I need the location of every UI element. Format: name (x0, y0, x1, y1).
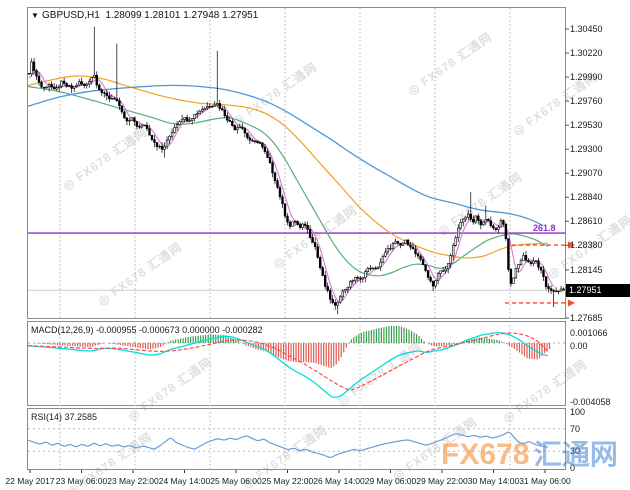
time-axis-label: 23 May 06:00 (55, 476, 108, 486)
rsi-axis-label: 0 (570, 463, 576, 473)
logo-huitongwang: 汇通网 (533, 439, 618, 470)
chart-title: GBPUSD,H1 1.28099 1.28101 1.27948 1.2795… (42, 11, 258, 21)
price-axis-label: 1.29760 (570, 96, 603, 107)
price-axis-label: 1.29530 (570, 120, 603, 131)
price-axis-label: 1.30220 (570, 48, 603, 59)
time-axis-label: 23 May 22:00 (107, 476, 159, 486)
arrowhead-icon (568, 299, 575, 307)
watermark-logo: FX678 汇通网 (441, 433, 618, 473)
price-axis-label: 1.29300 (570, 144, 603, 155)
rsi-axis-label: 30 (570, 446, 581, 457)
price-axis-label: 1.29990 (570, 72, 603, 83)
macd-axis-label: -0.004058 (570, 397, 611, 407)
price-axis-label: 1.28380 (570, 240, 603, 251)
time-axis-label: 26 May 14:00 (313, 476, 365, 486)
time-axis-label: 25 May 06:00 (210, 476, 262, 486)
time-axis-label: 24 May 14:00 (158, 476, 211, 486)
current-price-badge: 1.27951 (566, 284, 630, 297)
time-axis-label: 31 May 06:00 (519, 476, 571, 486)
rsi-axis-label: 100 (570, 407, 586, 417)
rsi-panel[interactable] (27, 408, 566, 470)
rsi-indicator-label: RSI(14) 37.2585 (31, 412, 98, 422)
time-axis-label: 30 May 14:00 (467, 476, 520, 486)
price-axis-label: 1.28840 (570, 192, 603, 203)
fib-level-label: 261.8 (533, 223, 556, 233)
price-axis-label: 1.28145 (570, 264, 603, 275)
macd-panel[interactable] (27, 321, 566, 406)
macd-indicator-label: MACD(12,26,9) -0.000955 -0.000673 0.0000… (31, 325, 263, 335)
time-axis-label: 25 May 22:00 (261, 476, 314, 486)
macd-axis-label: 0.001066 (570, 328, 608, 338)
symbol-dropdown-caret-icon[interactable]: ▼ (31, 11, 39, 20)
ohlc-quotes: 1.28099 1.28101 1.27948 1.27951 (105, 10, 259, 21)
time-axis-label: 29 May 22:00 (416, 476, 468, 486)
price-axis-label: 1.30450 (570, 24, 603, 34)
macd-axis-label: 0.00 (570, 341, 588, 351)
time-axis-label: 29 May 06:00 (364, 476, 417, 486)
symbol-period: GBPUSD,H1 (42, 10, 100, 21)
price-axis-label: 1.29070 (570, 168, 603, 179)
main-price-panel[interactable] (27, 7, 566, 319)
price-axis-label: 1.28610 (570, 216, 603, 227)
price-axis-label: 1.27685 (570, 312, 603, 323)
logo-fx678: FX678 (441, 438, 530, 471)
time-axis-label: 22 May 2017 (5, 476, 55, 486)
rsi-axis-label: 70 (570, 423, 581, 434)
